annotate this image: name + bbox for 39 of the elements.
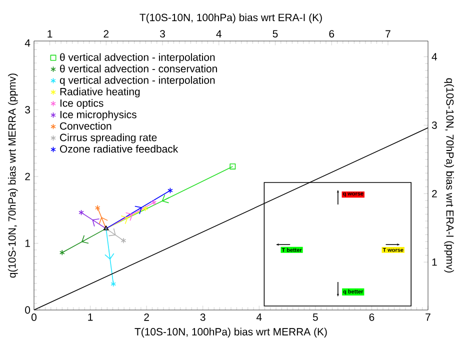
x-tick-label: 1 <box>88 314 93 321</box>
legend-label: Ozone radiative feedback <box>60 144 178 153</box>
x2-tick-label: 2 <box>104 30 109 38</box>
y-tick-label: 3 <box>25 106 30 114</box>
x-tick-label: 4 <box>256 314 262 321</box>
x2-tick-label: 4 <box>216 30 222 38</box>
y2-tick-label: 2 <box>432 190 437 198</box>
x-tick-label: 3 <box>200 314 206 321</box>
x-tick-label: 6 <box>369 314 374 321</box>
x-tick-label: 7 <box>426 314 430 321</box>
x2-tick-label: 6 <box>329 30 334 38</box>
y-tick-label: 0 <box>25 306 30 314</box>
y-tick-label: 1 <box>25 240 30 247</box>
legend-label: Ice optics <box>60 99 104 109</box>
y-axis-title: q(10S-10N, 70hPa) bias wrt MERRA (ppmv) <box>8 74 18 278</box>
x2-tick-label: 1 <box>48 30 52 38</box>
x2-tick-label: 7 <box>386 30 390 38</box>
legend-label: q vertical advection - interpolation <box>60 76 215 86</box>
legend-label: Radiative heating <box>60 88 140 98</box>
y-tick-label: 4 <box>24 39 30 47</box>
x2-tick-label: 5 <box>272 30 278 38</box>
y2-axis-title: q(10S-10N, 70hPa) bias wrt ERA-I (ppmv) <box>444 78 454 272</box>
x-tick-label: 2 <box>144 314 149 321</box>
y-tick-label: 2 <box>25 172 30 180</box>
legend-label: θ vertical advection - interpolation <box>60 53 215 64</box>
y2-tick-label: 1 <box>432 258 437 266</box>
x-tick-label: 5 <box>312 314 318 321</box>
legend-label: θ vertical advection - conservation <box>60 64 217 72</box>
point <box>230 163 236 170</box>
x2-tick-label: 3 <box>160 30 165 38</box>
legend-label: Convection <box>60 122 112 130</box>
x-tick-label: 0 <box>31 314 36 321</box>
point <box>103 226 109 230</box>
legend-label: Cirrus spreading rate <box>60 134 157 144</box>
y2-tick-label: 3 <box>432 121 437 129</box>
legend-label: Ice microphysics <box>60 110 136 120</box>
x2-axis-title: T(10S-10N, 100hPa) bias wrt ERA-I (K) <box>140 13 322 24</box>
x-axis-title: T(10S-10N, 100hPa) bias wrt MERRA (K) <box>134 328 327 338</box>
y2-tick-label: 4 <box>432 53 438 60</box>
